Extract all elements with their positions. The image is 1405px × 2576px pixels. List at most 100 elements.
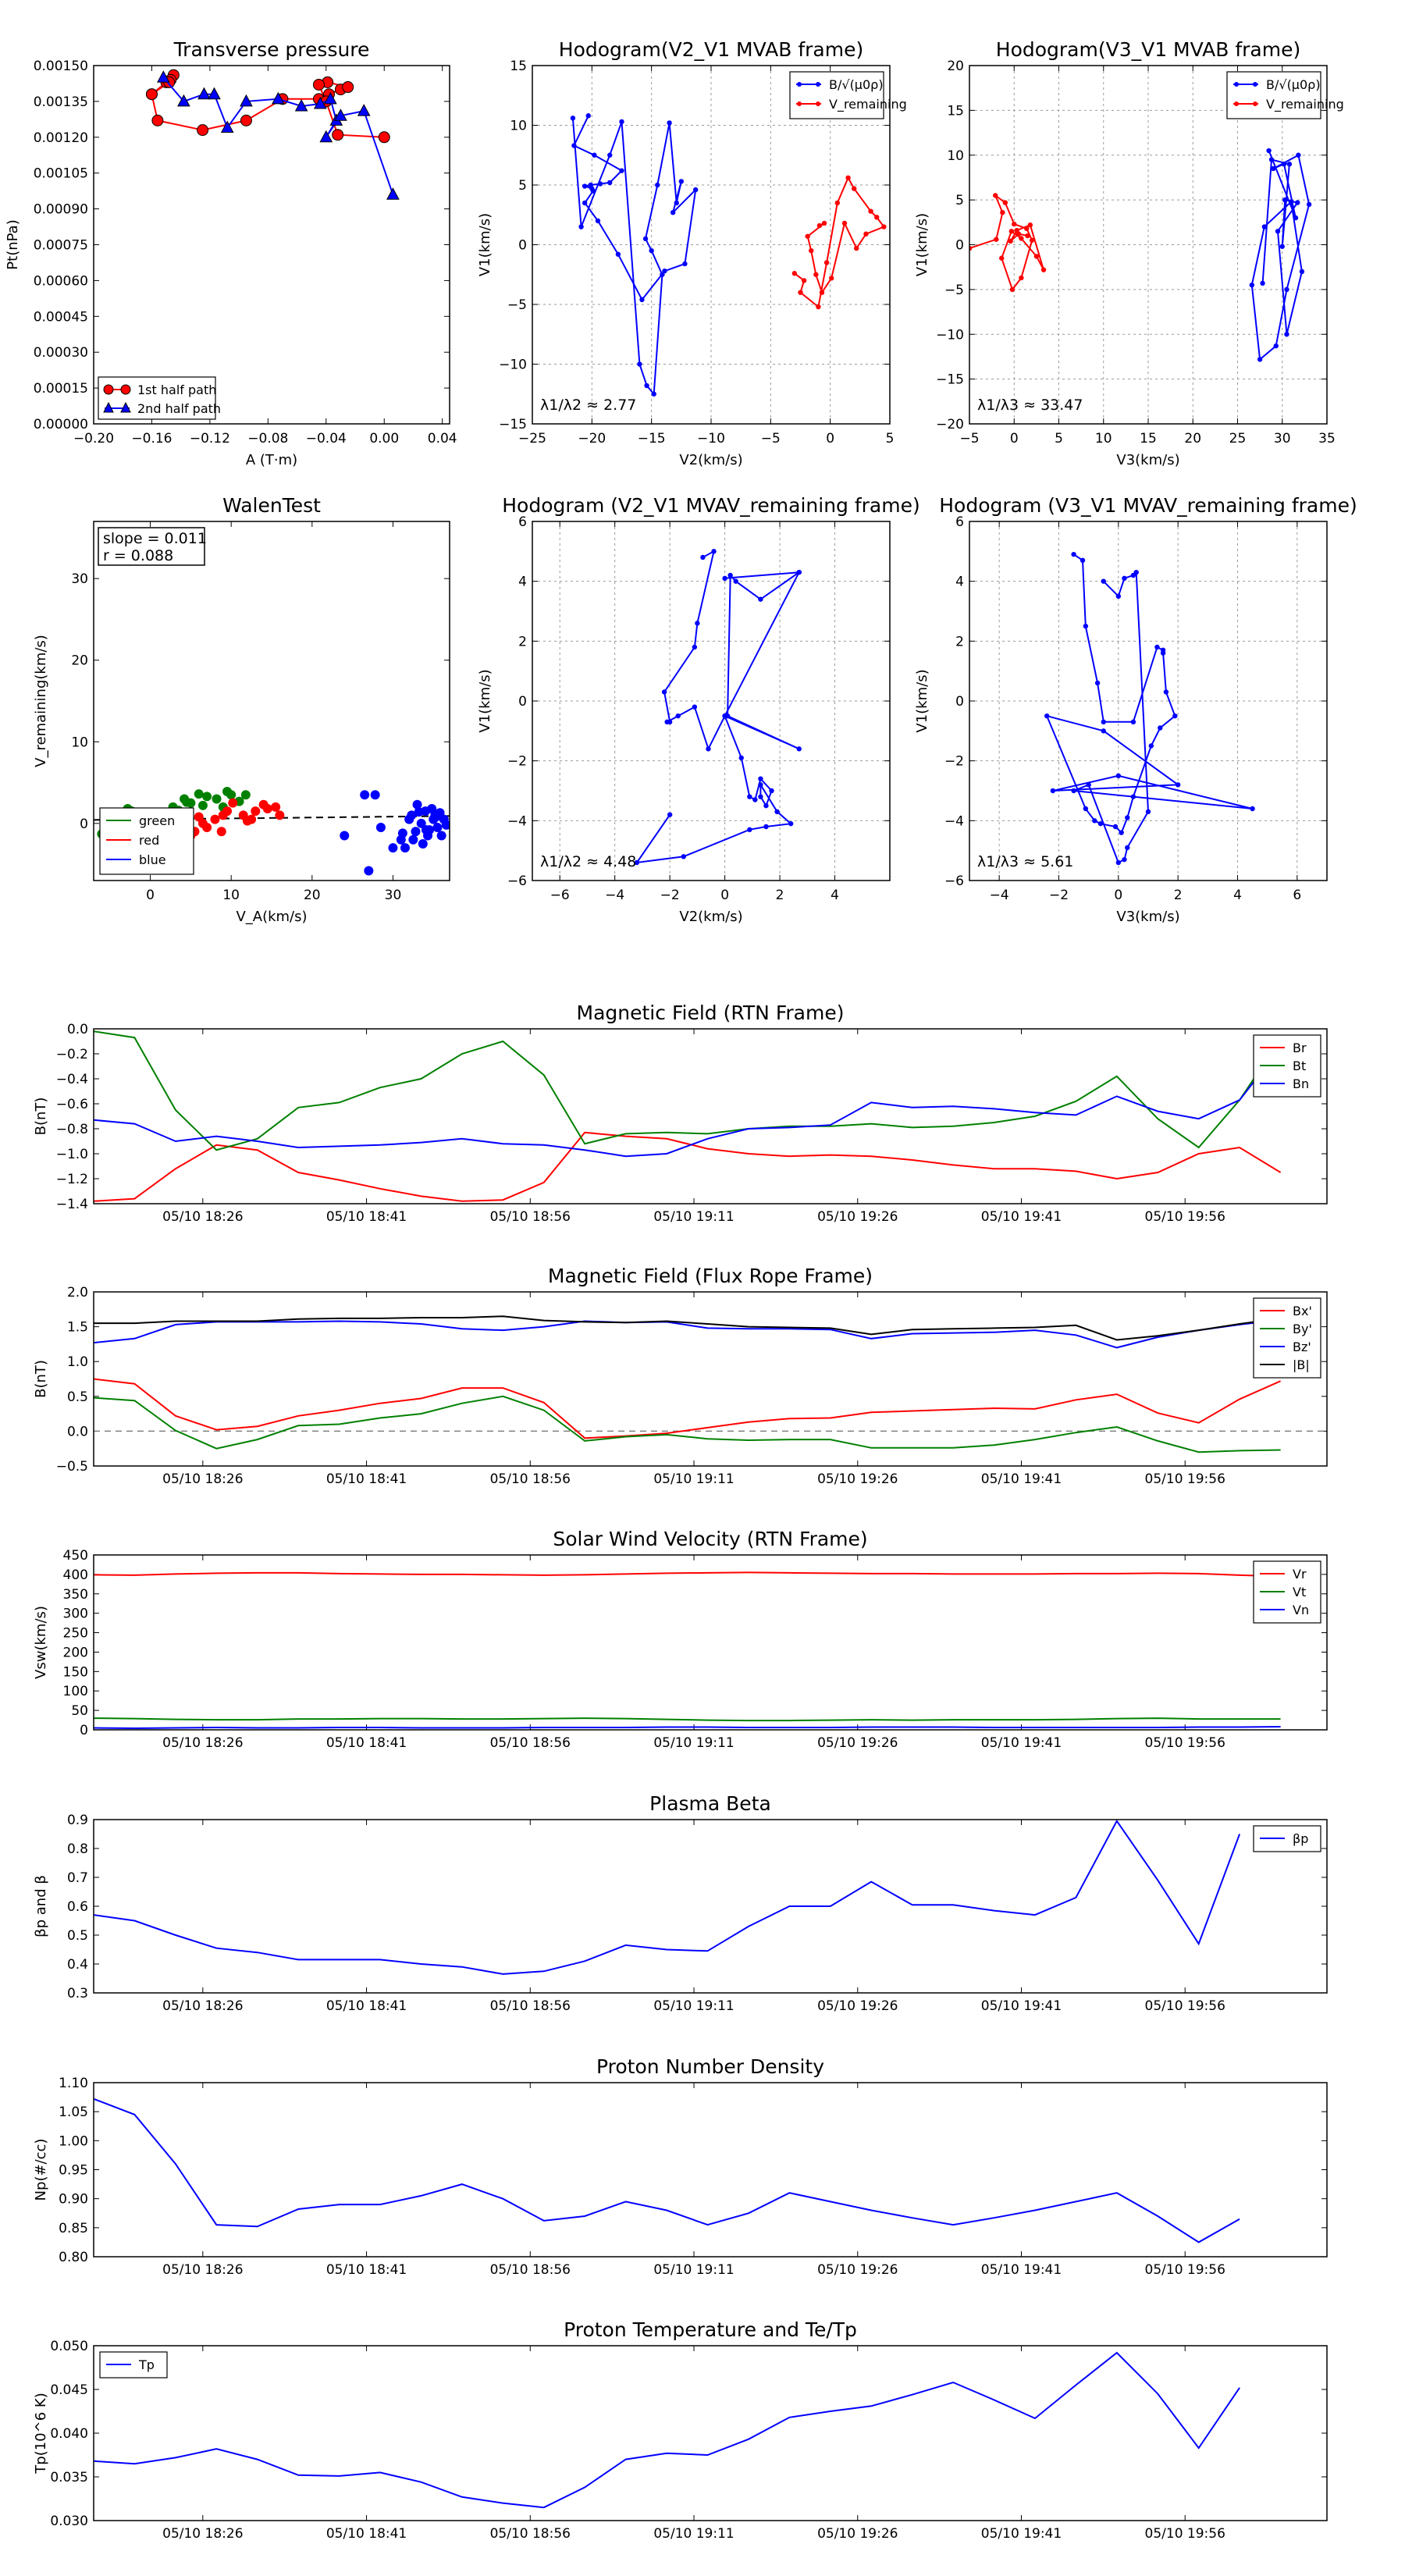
data-point [644, 382, 649, 389]
data-point [1092, 818, 1097, 824]
data-point [841, 220, 848, 226]
x-tick-label: 05/10 18:56 [490, 2526, 571, 2542]
data-point [655, 182, 660, 188]
plot-frame [969, 521, 1328, 881]
data-point [662, 268, 667, 274]
data-point [1027, 222, 1033, 228]
data-point [758, 776, 763, 781]
plot-area [94, 2351, 1240, 2509]
series-line [1045, 553, 1253, 864]
y-axis-label: Np(#/cc) [33, 2139, 49, 2201]
x-tick-label: 05/10 19:56 [1145, 2262, 1225, 2278]
x-tick-label: 05/10 19:11 [653, 2262, 734, 2278]
data-point [1101, 578, 1106, 584]
data-point [796, 746, 802, 752]
data-point [1293, 215, 1299, 221]
series-line-βp [94, 1820, 1241, 1975]
y-tick-label: −6 [507, 873, 527, 889]
y-tick-label: 1.00 [59, 2133, 88, 2149]
plot-frame [532, 521, 891, 881]
stats-text: r = 0.088 [103, 547, 173, 564]
y-tick-label: −10 [936, 327, 964, 343]
eigenvalue-ratio: λ1/λ2 ≈ 4.48 [540, 853, 636, 870]
y-tick-label: −4 [944, 813, 964, 829]
plot-area [94, 2097, 1240, 2243]
legend-marker [103, 401, 114, 413]
x-tick-label: 2 [776, 888, 784, 903]
y-tick-label: 1.0 [67, 1354, 88, 1370]
y-axis-label: B(nT) [33, 1098, 49, 1136]
data-point [251, 806, 261, 817]
x-tick-label: −5 [761, 431, 781, 447]
chart-title: Transverse pressure [173, 38, 370, 61]
x-tick-label: −0.16 [131, 431, 172, 447]
data-point [334, 109, 347, 121]
y-tick-label: −4 [507, 813, 527, 829]
data-point [1101, 719, 1106, 725]
x-tick-label: 5 [886, 431, 895, 447]
legend-label: Bx' [1293, 1304, 1312, 1318]
plot-frame [969, 65, 1328, 425]
data-point [1101, 728, 1106, 734]
data-point [375, 823, 386, 833]
data-point [1257, 357, 1263, 362]
x-tick-label: 05/10 18:41 [326, 2262, 407, 2278]
legend-label: B/√(μ0ρ) [829, 77, 884, 92]
legend: Bx' By' Bz' |B| [1253, 1297, 1321, 1379]
data-point [194, 789, 204, 799]
data-point [357, 104, 371, 116]
data-point [692, 644, 698, 650]
legend-marker [103, 384, 114, 395]
x-tick-label: 30 [1274, 431, 1291, 447]
chart-tp: Transverse pressure 0.00000 0.00015 0.00030… [5, 38, 457, 468]
data-point [642, 236, 649, 242]
y-tick-label: 0.6 [67, 1899, 88, 1915]
x-tick-label: 05/10 19:41 [981, 1209, 1062, 1225]
legend: Br Bt Bn [1253, 1034, 1321, 1098]
data-point [1008, 238, 1013, 244]
x-tick-label: 6 [1293, 888, 1301, 903]
y-tick-label: 10 [71, 735, 88, 750]
x-tick-label: 05/10 18:56 [490, 1735, 571, 1751]
data-point [1289, 199, 1294, 205]
y-tick-label: 0.00015 [34, 381, 88, 397]
x-tick-label: 05/10 18:56 [490, 1209, 571, 1225]
x-tick-label: 10 [1095, 431, 1112, 447]
x-tick-label: 5 [1055, 431, 1063, 447]
data-point [342, 81, 354, 94]
y-tick-label: 0.4 [67, 1957, 88, 1973]
x-tick-label: 20 [1184, 431, 1201, 447]
eigenvalue-ratio: λ1/λ3 ≈ 33.47 [977, 397, 1083, 414]
data-point [595, 218, 601, 224]
legend-box [1226, 71, 1321, 119]
legend-marker [797, 82, 802, 87]
series-line-Vn [94, 1726, 1281, 1730]
data-point [881, 224, 887, 229]
y-tick-label: 6 [955, 514, 964, 530]
data-point [262, 804, 272, 813]
y-tick-label: −5 [507, 297, 527, 313]
x-tick-label: 05/10 18:41 [326, 1209, 407, 1225]
plot-frame [93, 1291, 1328, 1467]
data-point [821, 220, 827, 226]
x-tick-label: 05/10 19:41 [981, 2526, 1062, 2542]
y-tick-label: 6 [518, 514, 527, 530]
y-tick-label: 0 [80, 1723, 88, 1738]
y-axis-label: V1(km/s) [477, 669, 493, 732]
legend: βp [1253, 1825, 1321, 1852]
data-point [272, 91, 285, 105]
data-point [1284, 286, 1289, 293]
data-point [1086, 782, 1091, 788]
x-axis-label: V3(km/s) [1116, 909, 1179, 925]
legend-label: 2nd half path [137, 401, 221, 416]
y-tick-label: −5 [944, 283, 964, 298]
data-point [619, 119, 624, 125]
data-point [436, 831, 446, 841]
plot-area [570, 113, 887, 397]
y-axis-label: βp and β [33, 1875, 49, 1937]
data-point [682, 261, 688, 267]
data-point [758, 596, 763, 602]
y-tick-label: 4 [955, 575, 964, 590]
plot-area [94, 1571, 1281, 1730]
series-line [794, 176, 885, 308]
